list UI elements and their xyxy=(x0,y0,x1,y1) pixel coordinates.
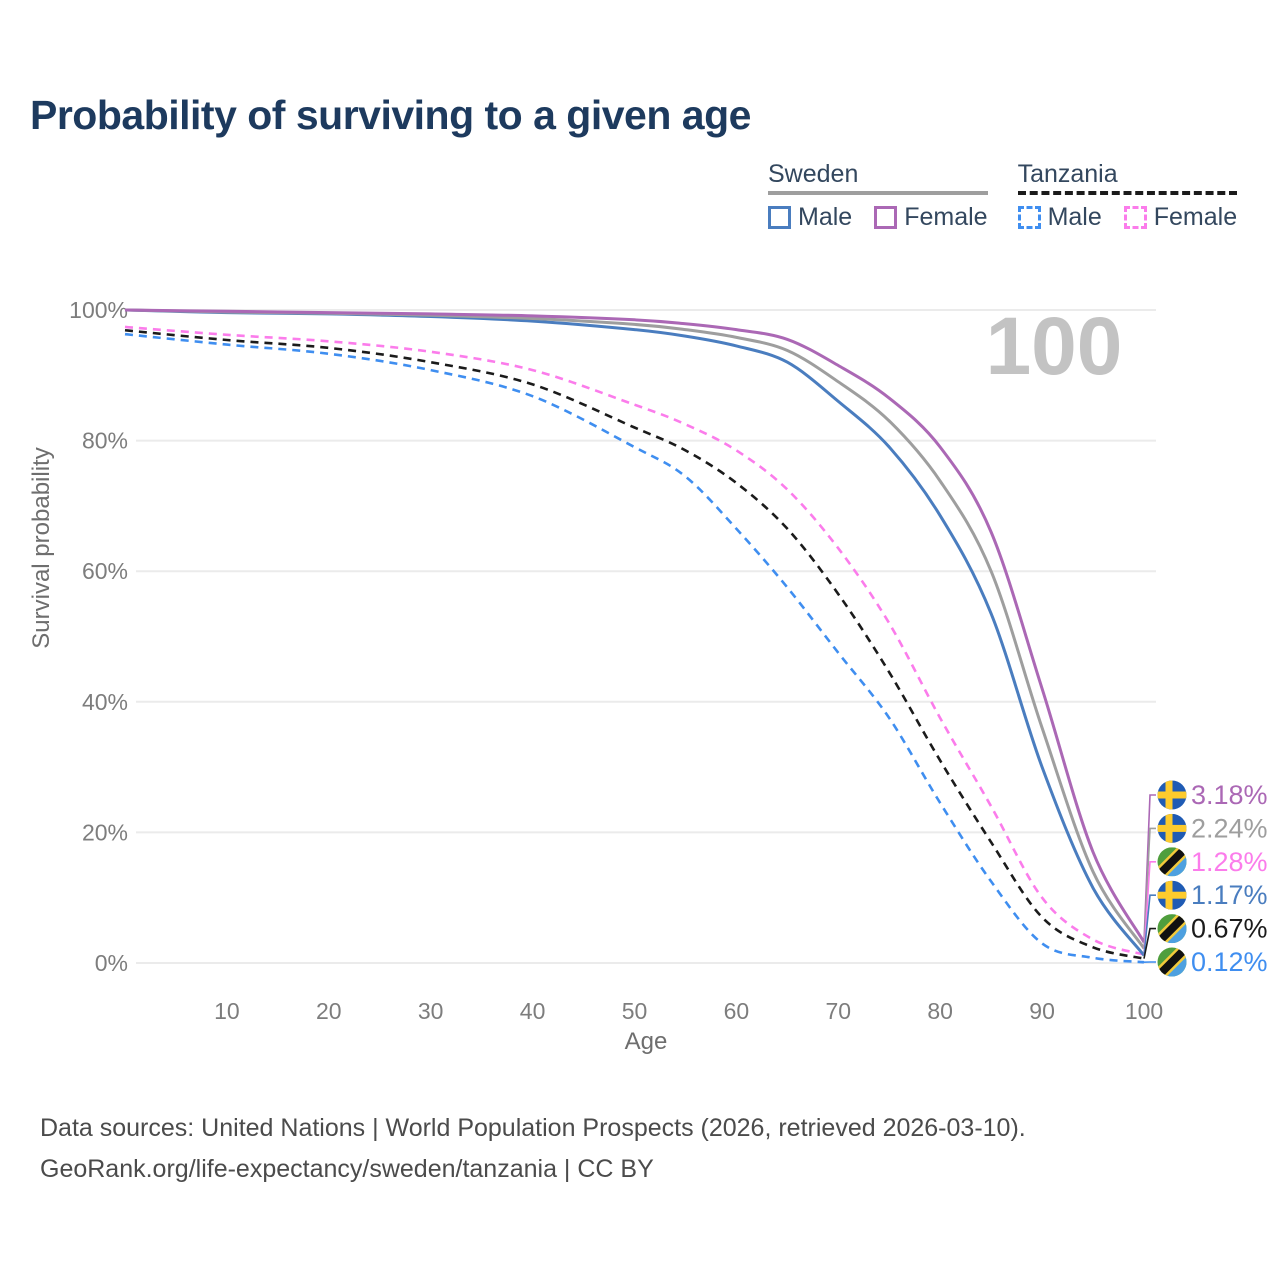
legend-country-sweden: Sweden xyxy=(768,160,859,188)
end-label-leader-line xyxy=(1143,827,1156,949)
legend-item-sweden-male[interactable]: Male xyxy=(768,203,852,232)
legend-group-sweden: Sweden Male Female xyxy=(768,160,988,232)
series-line-sweden-female[interactable] xyxy=(124,308,1146,943)
x-axis-title: Age xyxy=(624,1028,668,1055)
x-tick-label: 40 xyxy=(520,998,546,1024)
legend-label-tanzania-male: Male xyxy=(1047,203,1102,231)
end-label-value: 3.18% xyxy=(1191,780,1268,810)
end-label-value: 0.67% xyxy=(1191,914,1268,944)
footer-citation: GeoRank.org/life-expectancy/sweden/tanza… xyxy=(40,1155,654,1183)
legend-item-tanzania-male[interactable]: Male xyxy=(1017,203,1102,232)
y-axis-title: Survival probability xyxy=(28,447,55,649)
end-label-tanzania-both-sexes[interactable]: 0.67% xyxy=(1143,914,1268,959)
x-tick-label: 90 xyxy=(1029,998,1055,1024)
series-line-tanzania-female[interactable] xyxy=(124,325,1145,956)
legend-label-tanzania-female: Female xyxy=(1153,203,1238,231)
end-label-value: 2.24% xyxy=(1191,813,1268,843)
end-label-sweden-both-sexes[interactable]: 2.24% xyxy=(1143,813,1268,949)
x-tick-label: 20 xyxy=(316,998,342,1024)
tanzania-male-swatch-icon xyxy=(1017,206,1041,229)
legend-underline-sweden xyxy=(768,191,988,195)
end-label-tanzania-male[interactable]: 0.12% xyxy=(1143,947,1268,977)
series-line-tanzania-both-sexes[interactable] xyxy=(124,328,1145,960)
age-watermark: 100 xyxy=(986,301,1123,392)
legend-item-sweden-female[interactable]: Female xyxy=(874,203,988,232)
legend-country-tanzania: Tanzania xyxy=(1017,160,1118,188)
y-tick-label: 40% xyxy=(82,689,128,715)
x-tick-label: 50 xyxy=(622,998,648,1024)
legend-group-tanzania: Tanzania Male Female xyxy=(1017,160,1238,232)
end-label-value: 0.12% xyxy=(1191,947,1268,977)
y-tick-label: 80% xyxy=(82,428,128,454)
sweden-male-swatch-icon xyxy=(768,206,791,229)
sweden-flag-icon xyxy=(1157,880,1187,910)
x-tick-label: 10 xyxy=(214,998,240,1024)
series-line-tanzania-male[interactable] xyxy=(124,332,1145,964)
footer-data-sources: Data sources: United Nations | World Pop… xyxy=(40,1114,1026,1142)
y-tick-label: 20% xyxy=(82,819,128,845)
legend-item-tanzania-female[interactable]: Female xyxy=(1123,203,1238,232)
end-label-value: 1.28% xyxy=(1191,847,1268,877)
x-tick-label: 60 xyxy=(724,998,750,1024)
chart-legend: Sweden Male Female Tanzania Male xyxy=(768,160,1238,232)
x-tick-label: 70 xyxy=(826,998,852,1024)
legend-label-sweden-female: Female xyxy=(904,203,988,231)
x-tick-label: 80 xyxy=(927,998,953,1024)
end-label-leader-line xyxy=(1143,927,1156,959)
tanzania-female-swatch-icon xyxy=(1123,206,1147,229)
end-label-leader-line xyxy=(1143,861,1156,955)
y-tick-label: 100% xyxy=(69,297,128,323)
end-label-value: 1.17% xyxy=(1191,880,1268,910)
tanzania-flag-icon xyxy=(1157,947,1187,977)
tanzania-flag-icon xyxy=(1157,914,1187,944)
sweden-flag-icon xyxy=(1157,780,1187,810)
sweden-female-swatch-icon xyxy=(874,206,898,229)
sweden-flag-icon xyxy=(1157,813,1187,843)
x-tick-label: 30 xyxy=(418,998,444,1024)
x-tick-label: 100 xyxy=(1125,998,1163,1024)
y-tick-label: 0% xyxy=(95,950,128,976)
end-label-sweden-male[interactable]: 1.17% xyxy=(1143,880,1268,956)
legend-underline-tanzania xyxy=(1017,191,1238,195)
end-label-tanzania-female[interactable]: 1.28% xyxy=(1143,847,1268,955)
legend-label-sweden-male: Male xyxy=(798,203,853,231)
footer-attribution: Data sources: United Nations | World Pop… xyxy=(40,1108,1026,1190)
y-tick-label: 60% xyxy=(82,558,128,584)
page-title: Probability of surviving to a given age xyxy=(30,92,751,138)
end-label-sweden-female[interactable]: 3.18% xyxy=(1143,780,1268,943)
end-label-leader-line xyxy=(1143,894,1156,956)
series-line-sweden-male[interactable] xyxy=(124,308,1146,957)
tanzania-flag-icon xyxy=(1157,847,1187,877)
